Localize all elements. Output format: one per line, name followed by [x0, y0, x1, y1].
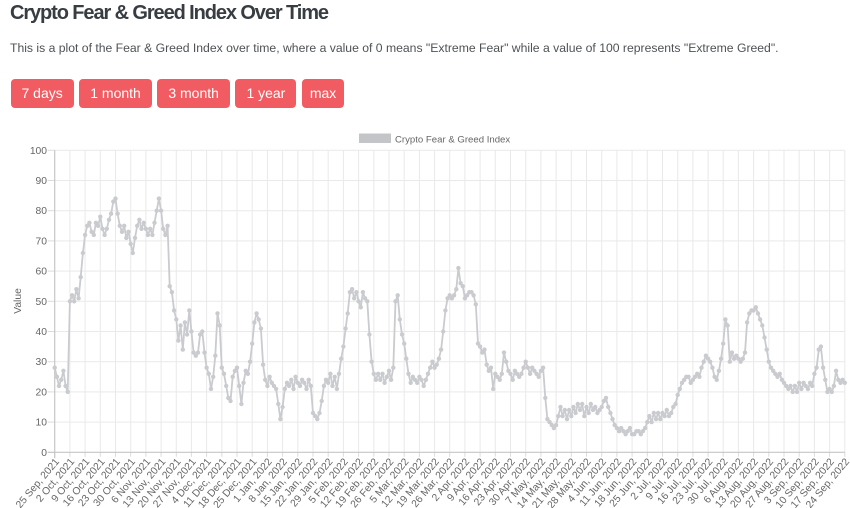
- svg-text:40: 40: [36, 327, 48, 338]
- svg-text:70: 70: [36, 236, 48, 247]
- svg-text:60: 60: [36, 267, 48, 278]
- svg-text:90: 90: [36, 176, 48, 187]
- svg-text:10: 10: [36, 418, 48, 429]
- svg-text:30: 30: [36, 357, 48, 368]
- svg-text:0: 0: [41, 448, 47, 459]
- svg-text:80: 80: [36, 206, 48, 217]
- svg-text:20: 20: [36, 387, 48, 398]
- svg-text:Value: Value: [13, 288, 24, 314]
- svg-text:Crypto Fear & Greed Index: Crypto Fear & Greed Index: [395, 135, 510, 146]
- svg-text:100: 100: [30, 146, 47, 157]
- svg-text:50: 50: [36, 297, 48, 308]
